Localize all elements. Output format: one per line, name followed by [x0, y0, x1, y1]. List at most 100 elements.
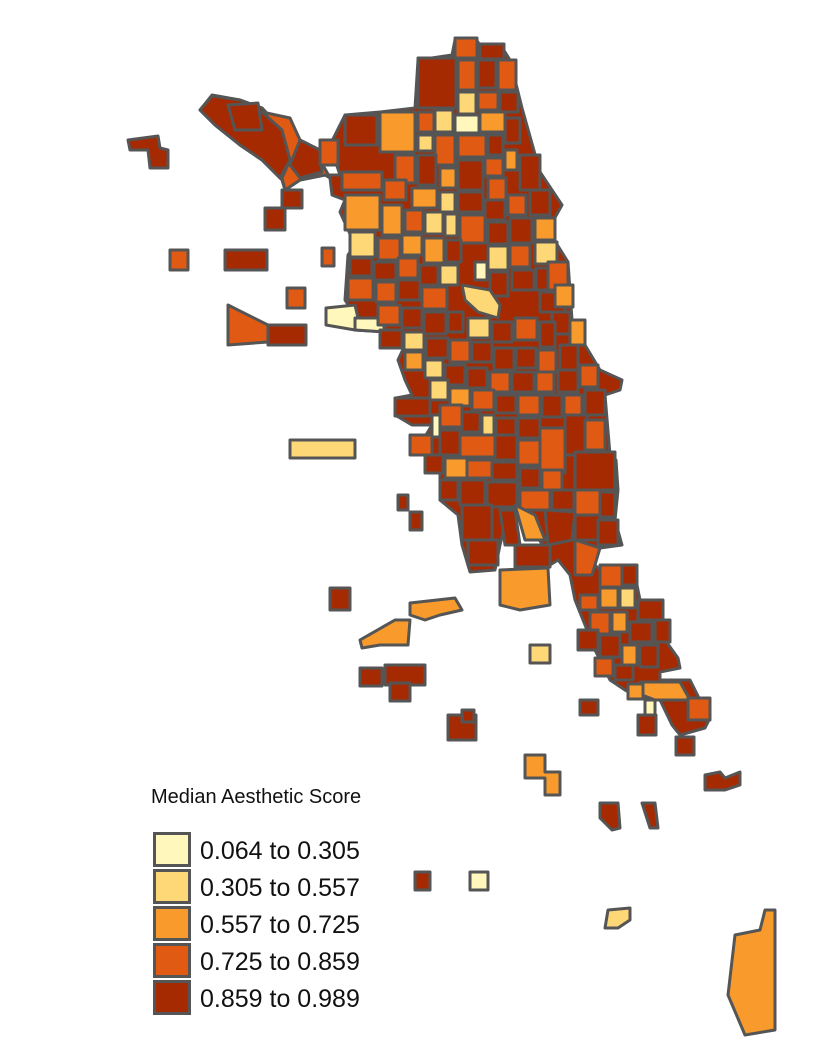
tract [578, 593, 600, 612]
tract [413, 870, 432, 892]
tract [523, 753, 562, 797]
legend-label-3: 0.557 to 0.725 [200, 911, 360, 939]
tract [374, 280, 398, 304]
tract [288, 438, 357, 460]
tract [598, 801, 622, 832]
tract [583, 388, 607, 417]
tract [285, 286, 307, 310]
tract [540, 468, 564, 492]
tract [478, 42, 506, 61]
tract [456, 90, 478, 116]
tract [403, 350, 425, 372]
tract [483, 198, 507, 222]
tract [640, 801, 660, 830]
tract [638, 643, 660, 669]
tract [538, 426, 567, 475]
tract [320, 246, 336, 268]
tract [456, 190, 485, 214]
tract [382, 178, 408, 202]
tract [494, 393, 518, 415]
tract [726, 908, 777, 1037]
tract [498, 566, 552, 612]
tract [486, 244, 510, 272]
tract [460, 283, 502, 320]
tract [416, 56, 458, 110]
tract [470, 388, 496, 412]
tract [443, 212, 459, 238]
tract [422, 310, 448, 336]
tract [620, 563, 639, 587]
tract [410, 186, 439, 210]
tract [638, 680, 692, 702]
tract [488, 370, 512, 394]
tract [598, 586, 620, 610]
tract [573, 538, 602, 577]
tract [480, 413, 496, 437]
tract [478, 110, 507, 134]
tract [583, 418, 607, 452]
tract [393, 396, 432, 418]
tract [408, 433, 434, 457]
tract [376, 303, 402, 327]
tract [448, 338, 472, 364]
tract [396, 256, 420, 280]
tract [514, 346, 538, 370]
tract [536, 348, 558, 374]
tract [226, 101, 264, 132]
census-tracts [126, 36, 777, 1037]
tract [470, 340, 494, 364]
tract [674, 735, 696, 757]
tract [510, 268, 536, 292]
tract [423, 210, 445, 236]
legend-label-1: 0.064 to 0.305 [200, 837, 360, 865]
tract [636, 598, 665, 622]
tract [573, 513, 602, 542]
tract [533, 240, 559, 266]
tract [438, 166, 458, 190]
tract [534, 266, 550, 292]
tract [416, 133, 435, 153]
tract [486, 133, 505, 157]
tract [453, 113, 481, 135]
tract [534, 370, 556, 394]
tract [396, 278, 422, 302]
tract [460, 503, 494, 542]
tract [468, 870, 490, 892]
tract [596, 518, 620, 547]
tract [618, 586, 637, 610]
tract [550, 488, 576, 512]
tract [358, 666, 384, 688]
tract [578, 363, 600, 389]
tract [346, 276, 375, 302]
tract [653, 618, 672, 644]
tract [348, 230, 377, 259]
tract [503, 116, 522, 145]
tract [498, 508, 522, 547]
tract [420, 285, 449, 311]
tract [483, 156, 505, 178]
tract [686, 696, 712, 722]
tract [444, 238, 463, 264]
tract [403, 208, 425, 234]
tract [423, 453, 445, 475]
tract [466, 538, 500, 567]
tract [498, 90, 520, 114]
tract [496, 58, 518, 92]
tract [438, 478, 460, 502]
tract [626, 682, 645, 701]
tract [490, 320, 514, 344]
tract [598, 633, 622, 659]
tract [438, 428, 462, 457]
tract [513, 543, 552, 569]
tract [506, 193, 528, 217]
tract [518, 153, 542, 192]
tract [460, 708, 476, 724]
tract [408, 510, 424, 532]
tract [473, 260, 489, 282]
tract [598, 490, 617, 519]
tract [493, 433, 519, 462]
tract [492, 346, 516, 372]
tract [576, 628, 600, 652]
tract [513, 316, 539, 342]
